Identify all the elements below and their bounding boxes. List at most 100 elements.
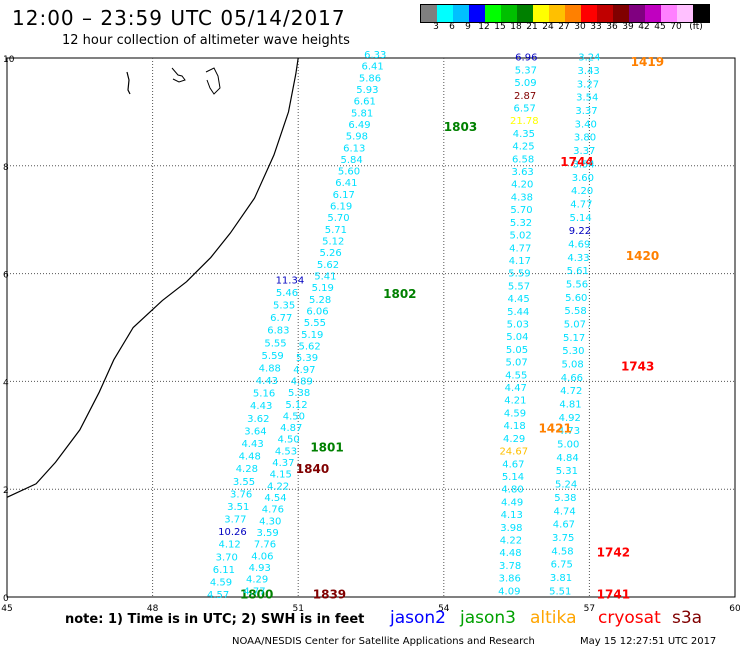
wave-height-colorbar bbox=[420, 4, 710, 23]
wave-height-value: 5.37 bbox=[515, 65, 537, 76]
wave-height-value: 3.37 bbox=[575, 106, 597, 117]
wave-height-value: 5.38 bbox=[554, 493, 576, 504]
wave-height-value: 4.48 bbox=[239, 452, 261, 463]
colorbar-swatch bbox=[645, 5, 661, 22]
wave-height-value: 3.60 bbox=[572, 173, 594, 184]
y-tick-label: 0 bbox=[3, 594, 9, 604]
wave-height-value: 3.75 bbox=[552, 533, 574, 544]
wave-height-value: 5.55 bbox=[304, 318, 326, 329]
wave-height-value: 5.26 bbox=[319, 248, 341, 259]
colorbar-label: 70 bbox=[670, 22, 682, 32]
wave-height-value: 6.83 bbox=[267, 326, 289, 337]
wave-height-value: 4.93 bbox=[249, 563, 271, 574]
wave-height-value: 5.00 bbox=[557, 440, 579, 451]
wave-height-value: 5.46 bbox=[276, 288, 298, 299]
wave-height-value: 4.55 bbox=[505, 370, 527, 381]
wave-height-value: 6.06 bbox=[306, 306, 328, 317]
wave-height-value: 4.12 bbox=[218, 540, 240, 551]
wave-height-value: 3.63 bbox=[512, 167, 534, 178]
wave-height-value: 3.59 bbox=[257, 528, 279, 539]
colorbar-label: 24 bbox=[542, 22, 554, 32]
x-tick-label: 57 bbox=[584, 604, 595, 614]
track-time-label: 1419 bbox=[631, 55, 664, 69]
wave-height-value: 4.88 bbox=[259, 363, 281, 374]
wave-height-value: 4.47 bbox=[505, 383, 527, 394]
wave-height-value: 4.22 bbox=[267, 481, 289, 492]
colorbar-swatch bbox=[549, 5, 565, 22]
wave-height-value: 5.08 bbox=[562, 360, 584, 371]
wave-height-value: 11.34 bbox=[276, 275, 305, 286]
x-tick-label: 60 bbox=[729, 604, 740, 614]
wave-height-value: 5.60 bbox=[338, 167, 360, 178]
wave-height-value: 9.22 bbox=[569, 226, 591, 237]
island-shape bbox=[126, 71, 131, 95]
wave-height-value: 4.59 bbox=[210, 577, 232, 588]
wave-height-value: 6.61 bbox=[354, 97, 376, 108]
wave-height-value: 4.43 bbox=[250, 401, 272, 412]
wave-height-value: 5.71 bbox=[325, 225, 347, 236]
wave-height-value: 4.29 bbox=[246, 575, 268, 586]
wave-height-value: 5.39 bbox=[296, 353, 318, 364]
wave-height-value: 4.25 bbox=[512, 142, 534, 153]
wave-height-value: 4.50 bbox=[283, 411, 305, 422]
y-tick-label: 4 bbox=[3, 378, 9, 388]
colorbar-label: 18 bbox=[510, 22, 522, 32]
wave-height-value: 4.97 bbox=[293, 365, 315, 376]
wave-height-value: 5.41 bbox=[314, 272, 336, 283]
wave-height-value: 5.32 bbox=[510, 218, 532, 229]
wave-height-value: 3.27 bbox=[577, 79, 599, 90]
colorbar-swatch bbox=[565, 5, 581, 22]
wave-height-value: 3.62 bbox=[247, 414, 269, 425]
wave-height-value: 5.55 bbox=[264, 338, 286, 349]
colorbar-label: 3 bbox=[433, 22, 439, 32]
wave-height-value: 4.80 bbox=[501, 485, 523, 496]
colorbar-label: 30 bbox=[574, 22, 586, 32]
wave-height-value: 4.67 bbox=[553, 520, 575, 531]
wave-height-value: 10.26 bbox=[218, 527, 247, 538]
track-time-label: 1742 bbox=[597, 546, 630, 560]
wave-height-value: 5.05 bbox=[506, 345, 528, 356]
wave-height-value: 5.59 bbox=[508, 269, 530, 280]
wave-height-value: 3.43 bbox=[578, 66, 600, 77]
track-time-label: 1421 bbox=[538, 422, 571, 436]
track-time-label: 1840 bbox=[296, 462, 329, 476]
wave-height-value: 3.24 bbox=[578, 53, 600, 64]
wave-height-value: 5.62 bbox=[299, 341, 321, 352]
wave-height-value: 4.28 bbox=[236, 464, 258, 475]
wave-height-value: 6.17 bbox=[333, 190, 355, 201]
wave-height-value: 3.81 bbox=[550, 573, 572, 584]
wave-height-value: 5.28 bbox=[309, 295, 331, 306]
map-subtitle: 12 hour collection of altimeter wave hei… bbox=[62, 33, 350, 48]
x-tick-label: 48 bbox=[147, 604, 159, 614]
colorbar-label: 9 bbox=[465, 22, 471, 32]
wave-height-value: 5.51 bbox=[549, 586, 571, 597]
wave-height-value: 2.87 bbox=[514, 91, 536, 102]
wave-height-value: 5.19 bbox=[301, 330, 323, 341]
wave-height-value: 4.77 bbox=[509, 243, 531, 254]
wave-height-value: 4.92 bbox=[559, 413, 581, 424]
wave-height-value: 4.59 bbox=[504, 408, 526, 419]
wave-height-value: 4.15 bbox=[270, 470, 292, 481]
wave-height-value: 4.35 bbox=[513, 129, 535, 140]
track-time-label: 1741 bbox=[597, 588, 630, 602]
wave-height-value: 4.20 bbox=[571, 186, 593, 197]
wave-height-value: 6.49 bbox=[348, 120, 370, 131]
colorbar-swatch bbox=[437, 5, 453, 22]
wave-height-value: 4.54 bbox=[264, 493, 286, 504]
wave-height-value: 5.07 bbox=[505, 358, 527, 369]
wave-height-value: 4.33 bbox=[567, 253, 589, 264]
colorbar-label: 39 bbox=[622, 22, 634, 32]
wave-height-value: 4.48 bbox=[499, 548, 521, 559]
coastline bbox=[6, 57, 299, 498]
wave-height-value: 4.53 bbox=[275, 446, 297, 457]
wave-height-value: 4.76 bbox=[262, 505, 284, 516]
wave-height-value: 6.33 bbox=[364, 50, 386, 61]
wave-height-value: 5.38 bbox=[288, 388, 310, 399]
wave-height-value: 4.21 bbox=[504, 396, 526, 407]
wave-height-value: 5.70 bbox=[327, 213, 349, 224]
wave-height-value: 4.57 bbox=[207, 590, 229, 601]
wave-height-value: 6.19 bbox=[330, 202, 352, 213]
wave-height-value: 3.80 bbox=[574, 133, 596, 144]
wave-height-value: 4.06 bbox=[251, 551, 273, 562]
